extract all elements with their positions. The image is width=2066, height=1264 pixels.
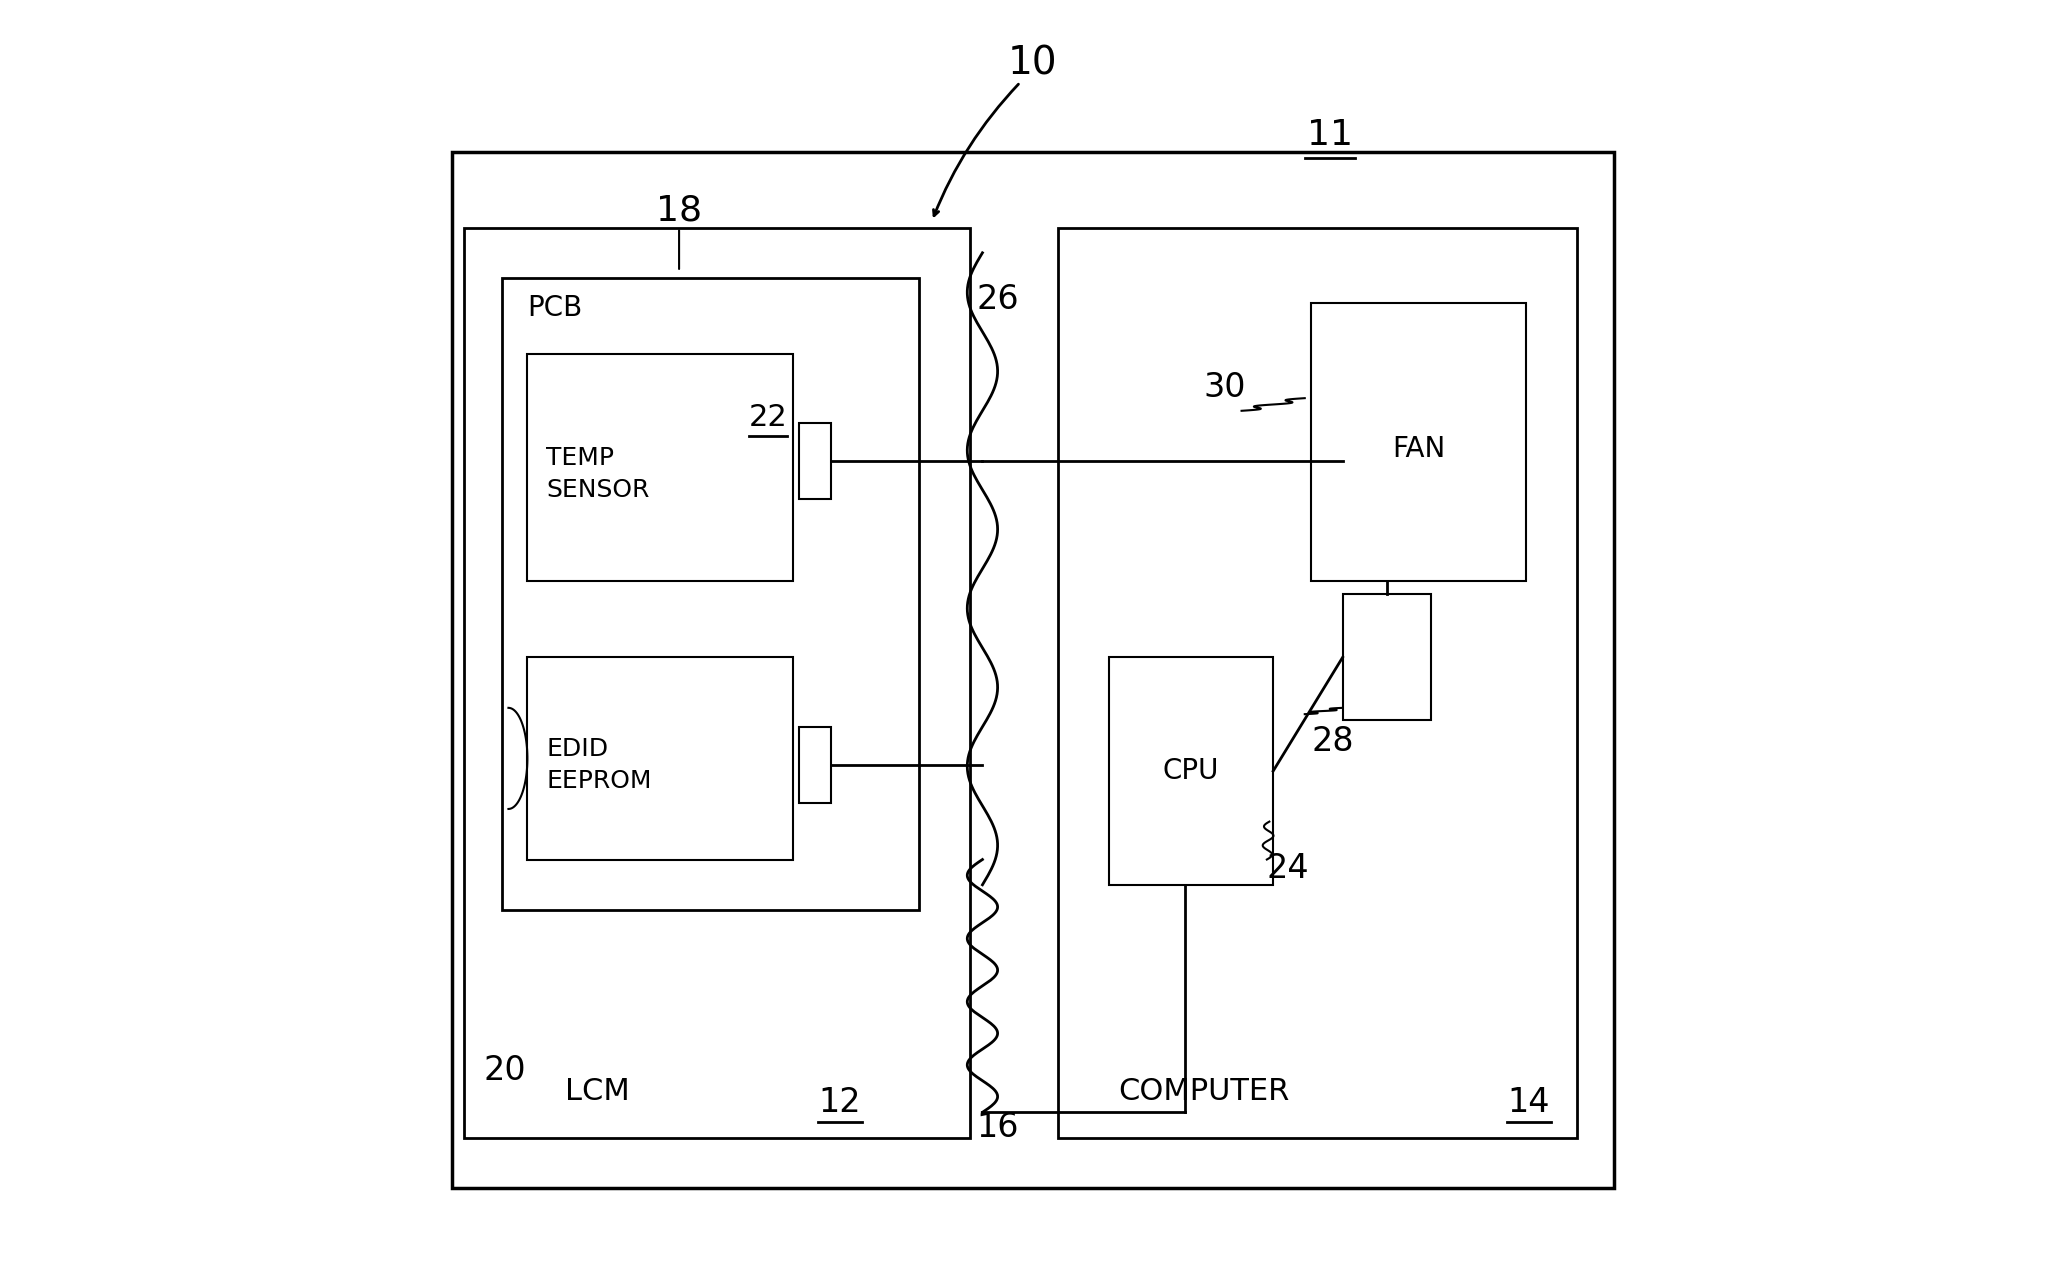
Text: PCB: PCB (527, 295, 583, 322)
Text: 16: 16 (975, 1111, 1019, 1144)
FancyBboxPatch shape (527, 354, 793, 581)
Text: 26: 26 (975, 283, 1019, 316)
Text: LCM: LCM (566, 1077, 630, 1106)
FancyBboxPatch shape (1312, 303, 1527, 581)
FancyBboxPatch shape (1109, 657, 1273, 885)
Text: FAN: FAN (1392, 435, 1444, 463)
Text: 18: 18 (657, 193, 702, 228)
FancyBboxPatch shape (800, 423, 831, 499)
FancyBboxPatch shape (1343, 594, 1432, 720)
Text: 30: 30 (1204, 372, 1246, 404)
Text: 24: 24 (1266, 852, 1310, 885)
FancyBboxPatch shape (527, 657, 793, 860)
Text: 22: 22 (748, 403, 787, 432)
Text: 14: 14 (1506, 1086, 1550, 1119)
Text: CPU: CPU (1163, 757, 1219, 785)
Text: COMPUTER: COMPUTER (1118, 1077, 1289, 1106)
Text: TEMP
SENSOR: TEMP SENSOR (545, 446, 649, 502)
Text: EDID
EEPROM: EDID EEPROM (545, 737, 653, 793)
Text: 12: 12 (818, 1086, 862, 1119)
FancyBboxPatch shape (800, 727, 831, 803)
Text: 28: 28 (1312, 726, 1353, 758)
FancyBboxPatch shape (452, 152, 1614, 1188)
FancyBboxPatch shape (1058, 228, 1576, 1138)
Text: 11: 11 (1308, 118, 1353, 152)
FancyBboxPatch shape (465, 228, 969, 1138)
Text: 10: 10 (1008, 44, 1058, 82)
Text: 20: 20 (483, 1054, 525, 1087)
FancyBboxPatch shape (502, 278, 919, 910)
